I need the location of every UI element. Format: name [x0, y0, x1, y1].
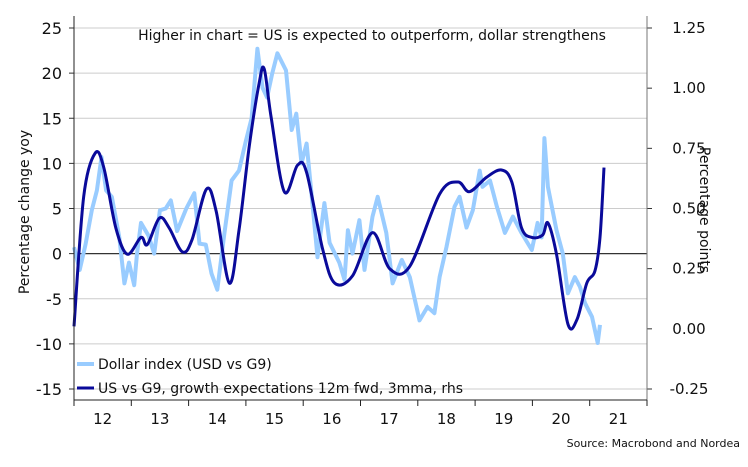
y-axis-left-label: Percentage change yoy	[17, 130, 33, 294]
y-tick-label-right: 0.25	[672, 260, 705, 278]
y-tick-label-right: -0.25	[670, 380, 709, 398]
y-tick-label-left: -15	[36, 380, 62, 399]
axes: 25 20 15 10 5 0 -5 -10 -15 1.25 1.00 0.75 0.50 0.25 0.…	[36, 16, 709, 428]
y-tick-label-right: 0.00	[672, 320, 705, 338]
series-group	[72, 46, 606, 345]
y-tick-label-right: 1.00	[672, 79, 705, 97]
y-tick-label-left: 10	[42, 154, 62, 173]
legend-label-growth: US vs G9, growth expectations 12m fwd, 3…	[98, 381, 463, 397]
x-tick-label: 20	[552, 410, 571, 428]
legend-label-dollar: Dollar index (USD vs G9)	[98, 357, 272, 373]
series-line-growth-expectations	[72, 65, 606, 331]
y-axis-right-label: Percentage points	[696, 147, 712, 273]
x-tick-label: 17	[380, 410, 399, 428]
y-tick-label-left: -10	[36, 335, 62, 354]
x-tick-label: 15	[265, 410, 284, 428]
x-tick-label: 12	[93, 410, 112, 428]
x-tick-label: 18	[437, 410, 456, 428]
y-tick-label-right: 0.75	[672, 139, 705, 157]
x-tick-label: 13	[150, 410, 169, 428]
y-tick-label-left: -5	[46, 290, 62, 309]
y-tick-label-left: 20	[42, 64, 62, 83]
source-note: Source: Macrobond and Nordea	[567, 437, 740, 450]
y-tick-label-left: 15	[42, 109, 62, 128]
x-tick-label: 16	[322, 410, 341, 428]
x-tick-label: 21	[609, 410, 628, 428]
y-tick-label-right: 1.25	[672, 19, 705, 37]
y-tick-label-left: 0	[52, 245, 62, 264]
y-tick-label-right: 0.50	[672, 200, 705, 218]
y-tick-label-left: 25	[42, 19, 62, 38]
y-tick-label-left: 5	[52, 200, 62, 219]
chart-title: Higher in chart = US is expected to outp…	[138, 28, 606, 44]
x-tick-label: 19	[494, 410, 513, 428]
legend: Dollar index (USD vs G9) US vs G9, growt…	[77, 357, 463, 397]
x-tick-label: 14	[208, 410, 227, 428]
